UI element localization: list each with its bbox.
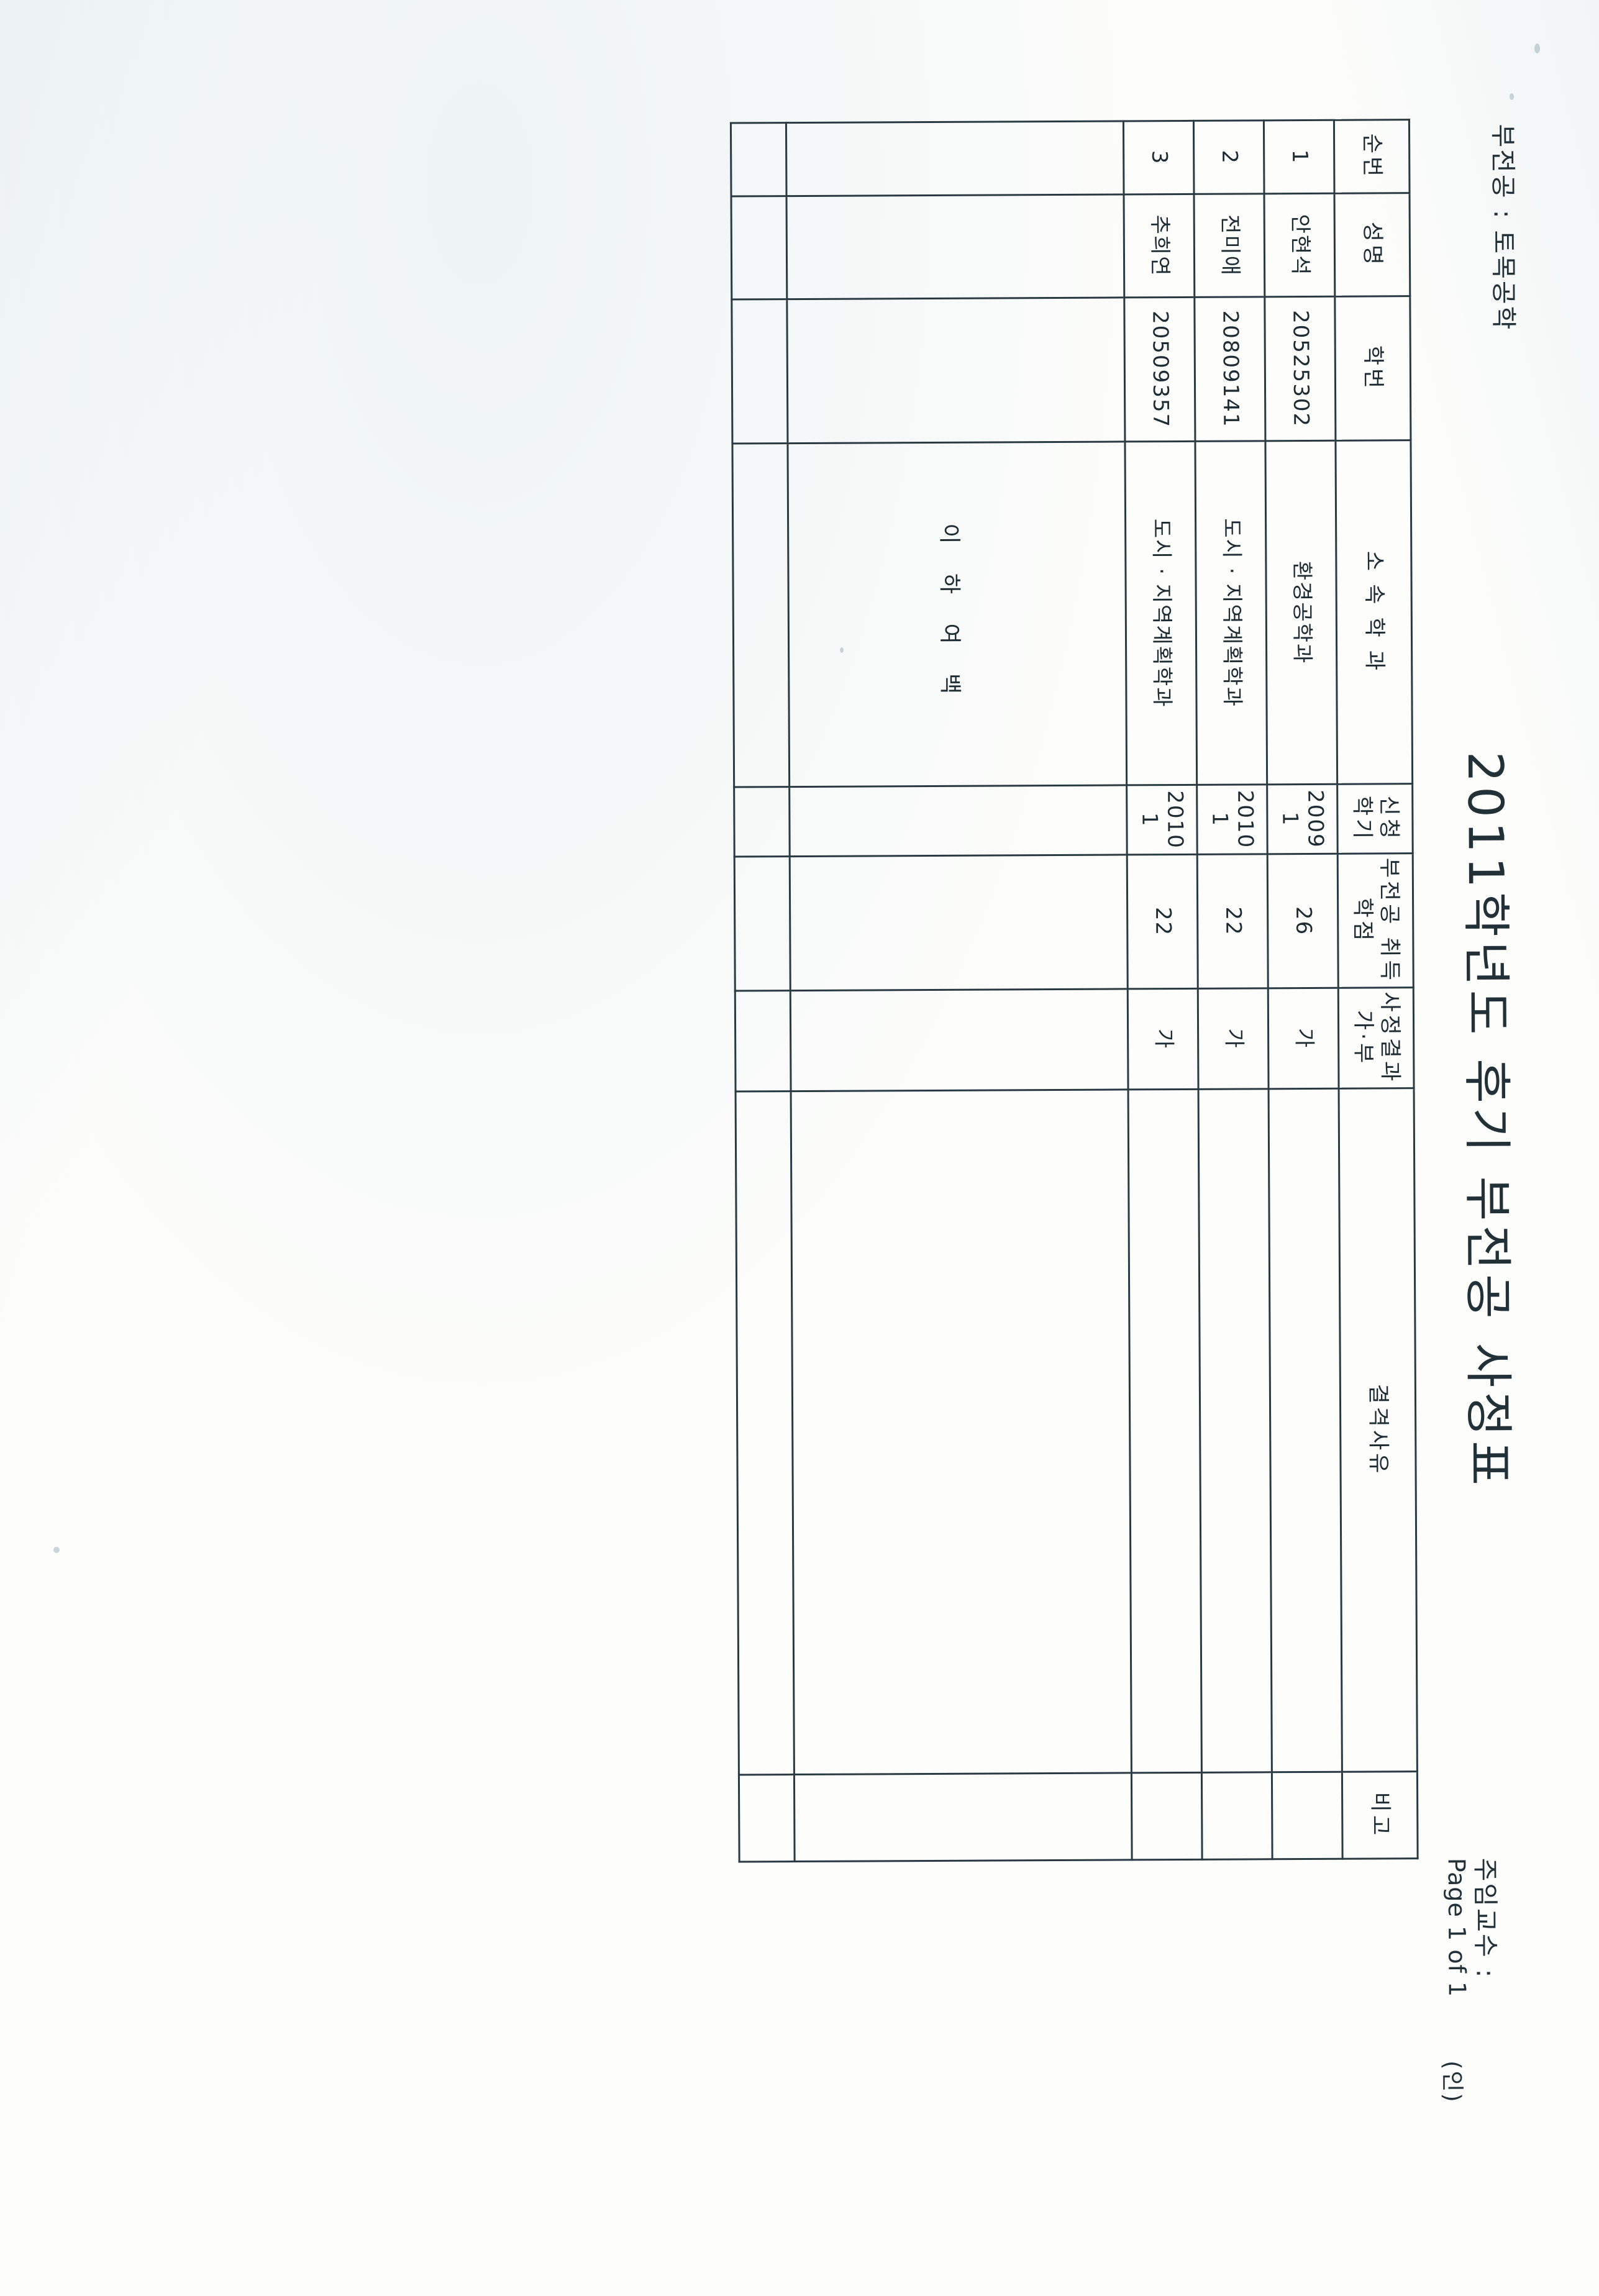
column-header-semester-line2: 학기: [1349, 795, 1375, 842]
cell-name: 안현석: [1264, 193, 1335, 297]
table-row: 1 안현석 20525302 환경공학과 2009 1 26 가: [1264, 120, 1343, 1859]
filler-cell-student-id: [786, 297, 1125, 444]
cell-no: 2: [1193, 120, 1265, 194]
table-row: 3 추희연 20509357 도시 · 지역계획학과 2010 1 22 가: [1123, 121, 1203, 1860]
seal-mark: (인): [1439, 2060, 1466, 2103]
cell-no: 1: [1264, 120, 1335, 194]
cell-student-id: 20509357: [1124, 297, 1195, 442]
filler-cell-name: [786, 194, 1124, 299]
page-indicator: Page 1 of 1: [1442, 1857, 1471, 1998]
cell-no: 3: [1123, 121, 1195, 194]
minor-assessment-table: 순번 성명 학번 소 속 학 과 신청 학기 부전공 취득학점 사정결과 가·부: [730, 119, 1419, 1862]
footer-cell-credits: [734, 856, 791, 991]
footer-cell-result: [735, 990, 791, 1092]
filler-cell-no: [786, 121, 1124, 196]
cell-semester-year: 2010: [1232, 790, 1259, 849]
cell-semester-term: 1: [1277, 811, 1303, 827]
column-header-result-line1: 사정결과: [1377, 991, 1403, 1085]
professor-signature-label: 주임교수 :: [1470, 1857, 1501, 1980]
footer-cell-student-id: [731, 299, 788, 444]
column-header-no: 순번: [1334, 119, 1410, 194]
cell-reason: [1128, 1089, 1202, 1773]
footer-cell-department: [732, 443, 790, 788]
cell-student-id: 20525302: [1264, 296, 1336, 441]
column-header-name: 성명: [1334, 193, 1410, 297]
cell-credits: 22: [1197, 854, 1269, 989]
filler-cell-remark: [794, 1772, 1132, 1862]
filler-cell-semester: [789, 785, 1128, 857]
filler-cell-credits: [790, 854, 1128, 991]
cell-semester: 2009 1: [1267, 784, 1338, 854]
table-header-row: 순번 성명 학번 소 속 학 과 신청 학기 부전공 취득학점 사정결과 가·부: [1334, 119, 1418, 1859]
table-filler-row: 이 하 여 백: [786, 121, 1132, 1862]
cell-result: 가: [1128, 988, 1199, 1090]
cell-semester-year: 2009: [1303, 790, 1329, 849]
cell-semester: 2010 1: [1196, 784, 1268, 855]
filler-cell-result: [790, 988, 1129, 1091]
cell-department: 도시 · 지역계획학과: [1124, 441, 1197, 785]
column-header-department: 소 속 학 과: [1335, 440, 1413, 785]
cell-department: 환경공학과: [1265, 440, 1337, 785]
cell-semester-year: 2010: [1162, 790, 1188, 849]
cell-semester-term: 1: [1207, 812, 1232, 827]
blank-below-note: 이 하 여 백: [936, 523, 963, 706]
cell-name: 추희연: [1124, 194, 1195, 298]
cell-reason: [1198, 1088, 1272, 1773]
column-header-remark: 비고: [1342, 1771, 1418, 1859]
scan-speck: [1510, 93, 1514, 100]
cell-result: 가: [1198, 988, 1269, 1090]
cell-semester-term: 1: [1137, 812, 1162, 827]
column-header-result: 사정결과 가·부: [1338, 987, 1414, 1089]
column-header-credits: 부전공 취득학점: [1337, 853, 1414, 988]
scan-speck: [1534, 43, 1540, 53]
cell-result: 가: [1268, 988, 1339, 1089]
page-title: 2011학년도 후기 부전공 사정표: [1456, 751, 1516, 1490]
footer-cell-semester: [734, 786, 790, 857]
column-header-semester-line1: 신청: [1375, 795, 1401, 842]
column-header-reason: 결격사유: [1339, 1088, 1418, 1772]
minor-field-label: 부전공 : 토목공학: [1487, 124, 1519, 332]
scan-speck: [53, 1547, 60, 1553]
cell-remark: [1131, 1772, 1203, 1860]
cell-semester: 2010 1: [1126, 785, 1198, 855]
footer-cell-no: [731, 122, 787, 197]
footer-cell-remark: [739, 1774, 795, 1862]
table-row: 2 전미애 20809141 도시 · 지역계획학과 2010 1 22 가: [1193, 120, 1273, 1860]
column-header-studentid: 학번: [1334, 296, 1411, 441]
scan-speck: [840, 647, 844, 653]
cell-reason: [1269, 1088, 1342, 1772]
cell-credits: 26: [1267, 854, 1339, 988]
cell-department: 도시 · 지역계획학과: [1195, 440, 1267, 785]
cell-remark: [1201, 1772, 1273, 1860]
table-footer-row: [731, 122, 795, 1862]
cell-name: 전미애: [1194, 193, 1265, 298]
cell-student-id: 20809141: [1194, 296, 1265, 442]
footer-cell-reason: [736, 1091, 795, 1775]
footer-cell-name: [731, 196, 787, 300]
column-header-semester: 신청 학기: [1337, 783, 1413, 854]
cell-remark: [1272, 1772, 1343, 1859]
filler-cell-department: 이 하 여 백: [787, 441, 1127, 787]
column-header-result-line2: 가·부: [1350, 1009, 1376, 1067]
cell-credits: 22: [1127, 854, 1198, 989]
filler-cell-reason: [791, 1089, 1132, 1775]
